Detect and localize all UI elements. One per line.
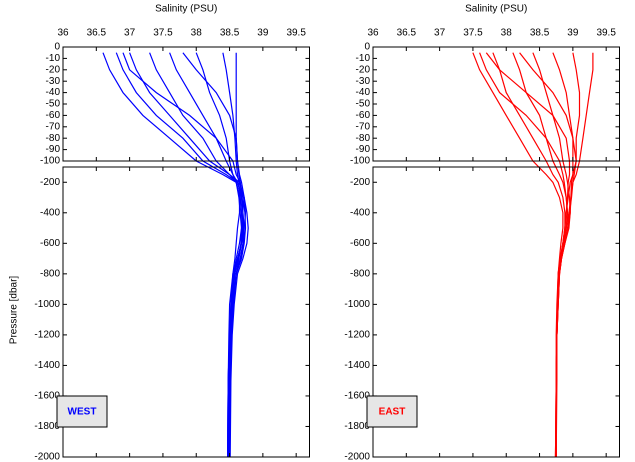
region-label: EAST [379,407,406,418]
y-tick-label: 0 [364,42,370,53]
x-tick-label: 38 [191,28,203,39]
y-tick-label: -90 [356,144,371,155]
x-tick-label: 37.5 [463,28,483,39]
y-tick-label: -40 [46,87,61,98]
profile-line [182,52,245,458]
y-tick-label: -50 [356,99,371,110]
profile-line [229,52,249,458]
y-tick-label: -100 [40,156,60,167]
x-tick-label: 39 [567,28,579,39]
y-tick-label: -10 [46,53,61,64]
y-tick-label: -1600 [344,391,370,402]
y-tick-label: -600 [40,238,60,249]
x-tick-label: 36 [57,28,69,39]
y-tick-label: -80 [46,133,61,144]
y-tick-label: -40 [356,87,371,98]
x-tick-label: 37.5 [153,28,173,39]
y-tick-label: -90 [46,144,61,155]
y-tick-label: 0 [54,42,60,53]
y-tick-label: -800 [350,268,370,279]
x-tick-label: 39.5 [286,28,306,39]
x-tick-label: 37 [124,28,136,39]
region-label-box [56,395,108,428]
y-tick-label: -30 [356,76,371,87]
x-tick-label: 38.5 [530,28,550,39]
y-tick-label: -20 [356,64,371,75]
y-tick-label: -2000 [34,452,60,462]
y-tick-label: -400 [350,207,370,218]
y-tick-label: -70 [46,121,61,132]
upper-panel-frame [62,46,310,162]
y-tick-label: -1000 [344,299,370,310]
x-tick-label: 37 [434,28,446,39]
y-tick-label: -800 [40,268,60,279]
lower-panel-frame [62,166,310,458]
x-tick-label: 36.5 [397,28,417,39]
y-axis-title: Pressure [dbar] [9,276,20,345]
y-tick-label: -10 [356,53,371,64]
profile-line [519,52,577,457]
y-tick-label: -70 [356,121,371,132]
y-tick-label: -200 [350,177,370,188]
x-tick-label: 38.5 [220,28,240,39]
y-tick-label: -60 [46,110,61,121]
y-tick-label: -2000 [344,452,370,462]
x-axis-title: Salinity (PSU) [155,4,217,15]
x-tick-label: 39.5 [596,28,616,39]
x-tick-label: 36 [367,28,379,39]
profile-line [479,52,569,458]
y-tick-label: -50 [46,99,61,110]
x-tick-label: 39 [257,28,269,39]
profile-line [492,52,566,457]
y-tick-label: -200 [40,177,60,188]
y-tick-label: -1000 [34,299,60,310]
x-tick-label: 36.5 [87,28,107,39]
y-tick-label: -1800 [344,421,370,432]
y-tick-label: -30 [46,76,61,87]
y-tick-label: -1200 [34,330,60,341]
y-tick-label: -1200 [344,330,370,341]
y-tick-label: -1600 [34,391,60,402]
y-tick-label: -1400 [344,360,370,371]
y-tick-label: -80 [356,133,371,144]
lower-panel-frame [372,166,620,458]
y-tick-label: -1800 [34,421,60,432]
profile-line [115,52,244,458]
y-tick-label: -600 [350,238,370,249]
y-tick-label: -100 [350,156,370,167]
profile-line [472,52,564,458]
x-axis-title: Salinity (PSU) [465,4,527,15]
y-tick-label: -60 [356,110,371,121]
x-tick-label: 38 [501,28,513,39]
y-tick-label: -1400 [34,360,60,371]
region-label-box [366,395,418,428]
y-tick-label: -400 [40,207,60,218]
upper-panel-frame [372,46,620,162]
y-tick-label: -20 [46,64,61,75]
profile-line [222,52,243,458]
region-label: WEST [68,407,97,418]
